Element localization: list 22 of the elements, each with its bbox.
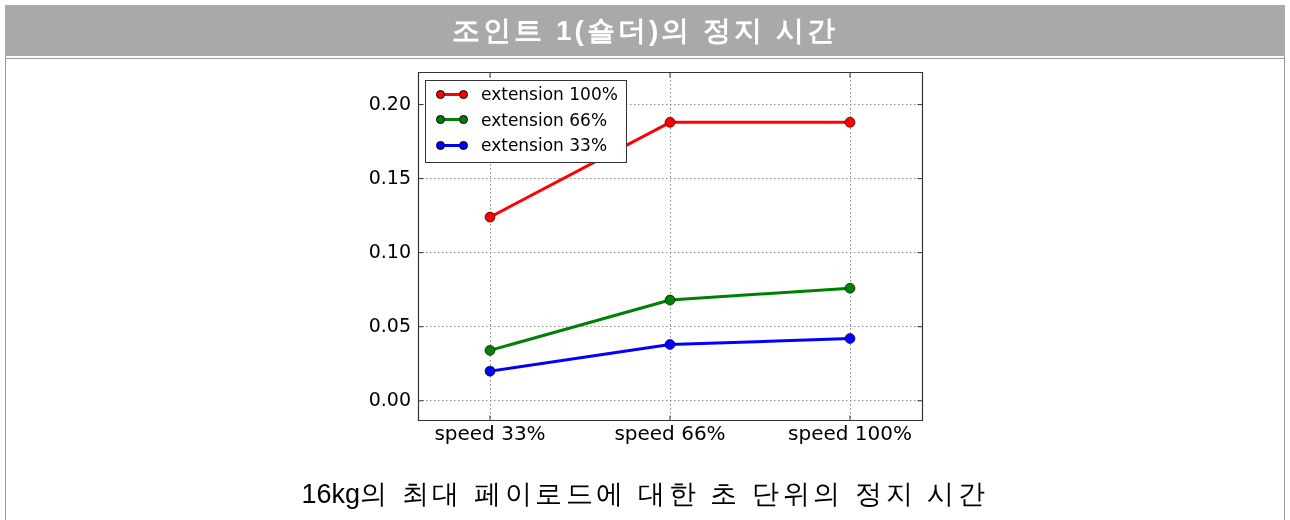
x-tick-label: speed 66% (614, 421, 726, 446)
point (484, 365, 496, 377)
y-tick-label: 0.15 (368, 165, 411, 188)
point (844, 117, 856, 128)
x-tick-label: speed 33% (434, 421, 546, 446)
point (844, 333, 856, 344)
y-tick-label: 0.05 (368, 313, 411, 336)
point (664, 117, 676, 128)
point (484, 211, 496, 223)
point (484, 345, 496, 356)
legend-label: extension 33% (481, 135, 608, 156)
y-tick-label: 0.00 (368, 387, 411, 410)
legend-label: extension 100% (481, 84, 618, 105)
y-tick-label: 0.10 (368, 239, 411, 262)
chart-title: 조인트 1(숄더)의 정지 시간 (5, 5, 1285, 56)
point (664, 339, 676, 350)
y-tick-label: 0.20 (368, 91, 411, 114)
legend-label: extension 66% (481, 109, 608, 130)
text: 16kg의 최대 페이로드에 대한 초 단위의 정지 시간 (300, 478, 990, 510)
point (844, 282, 856, 294)
x-tick-label: speed 100% (788, 421, 912, 446)
point (664, 294, 676, 306)
